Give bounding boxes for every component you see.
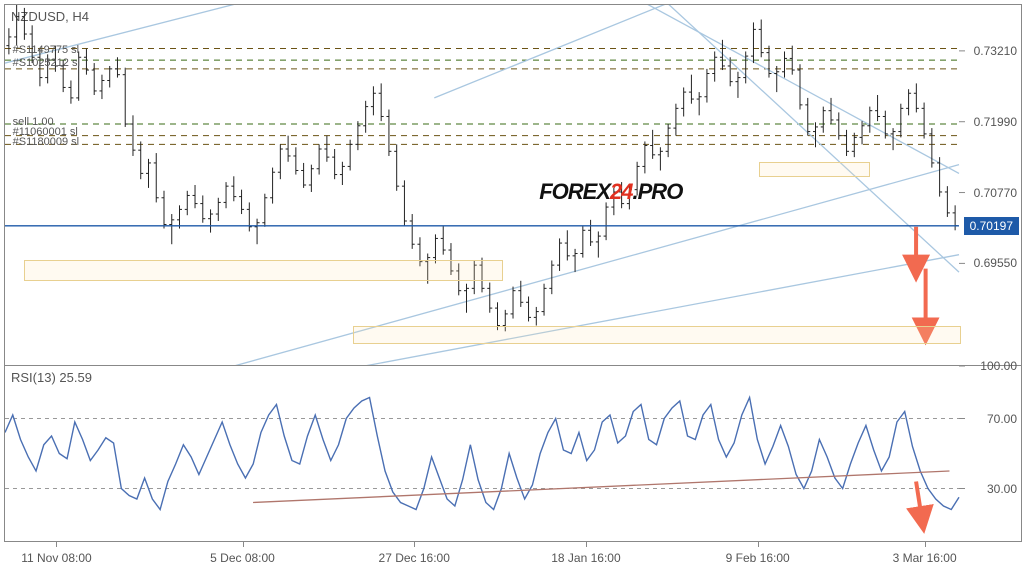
price-y-label: 0.71990: [974, 115, 1017, 129]
x-tick: [925, 541, 926, 547]
x-label: 3 Mar 16:00: [893, 551, 957, 565]
x-tick: [414, 541, 415, 547]
price-y-label: 0.70770: [974, 186, 1017, 200]
x-tick: [586, 541, 587, 547]
forex-chart: NZDUSD, H4 0.732100.719900.707700.69550 …: [0, 0, 1024, 577]
price-y-label: 0.69550: [974, 256, 1017, 270]
x-tick: [243, 541, 244, 547]
x-label: 11 Nov 08:00: [21, 551, 92, 565]
rsi-panel[interactable]: RSI(13) 25.59 100.0070.0030.00: [4, 366, 1022, 542]
price-zone: [24, 260, 503, 281]
rsi-y-label: 100.00: [980, 359, 1017, 373]
x-label: 27 Dec 16:00: [379, 551, 450, 565]
x-label: 5 Dec 08:00: [210, 551, 275, 565]
price-plot: [5, 5, 1021, 365]
watermark-logo: FOREX24.PRO: [539, 179, 682, 205]
order-label: #S1180009 sl: [13, 136, 79, 148]
price-zone: [353, 326, 961, 344]
x-label: 18 Jan 16:00: [551, 551, 620, 565]
order-label: #S1149775 sl: [13, 44, 79, 56]
rsi-plot: [5, 366, 1021, 541]
x-label: 9 Feb 16:00: [726, 551, 790, 565]
x-tick: [56, 541, 57, 547]
price-zone: [759, 162, 871, 177]
time-axis: 11 Nov 08:00 5 Dec 08:00 27 Dec 16:00 18 Ja…: [4, 541, 1020, 573]
price-y-label: 0.73210: [974, 44, 1017, 58]
order-label: #S1025212 sl: [13, 57, 80, 69]
rsi-y-label: 70.00: [987, 412, 1017, 426]
x-tick: [758, 541, 759, 547]
current-price-badge: 0.70197: [964, 217, 1019, 235]
price-panel[interactable]: NZDUSD, H4 0.732100.719900.707700.69550 …: [4, 4, 1022, 366]
rsi-y-label: 30.00: [987, 482, 1017, 496]
